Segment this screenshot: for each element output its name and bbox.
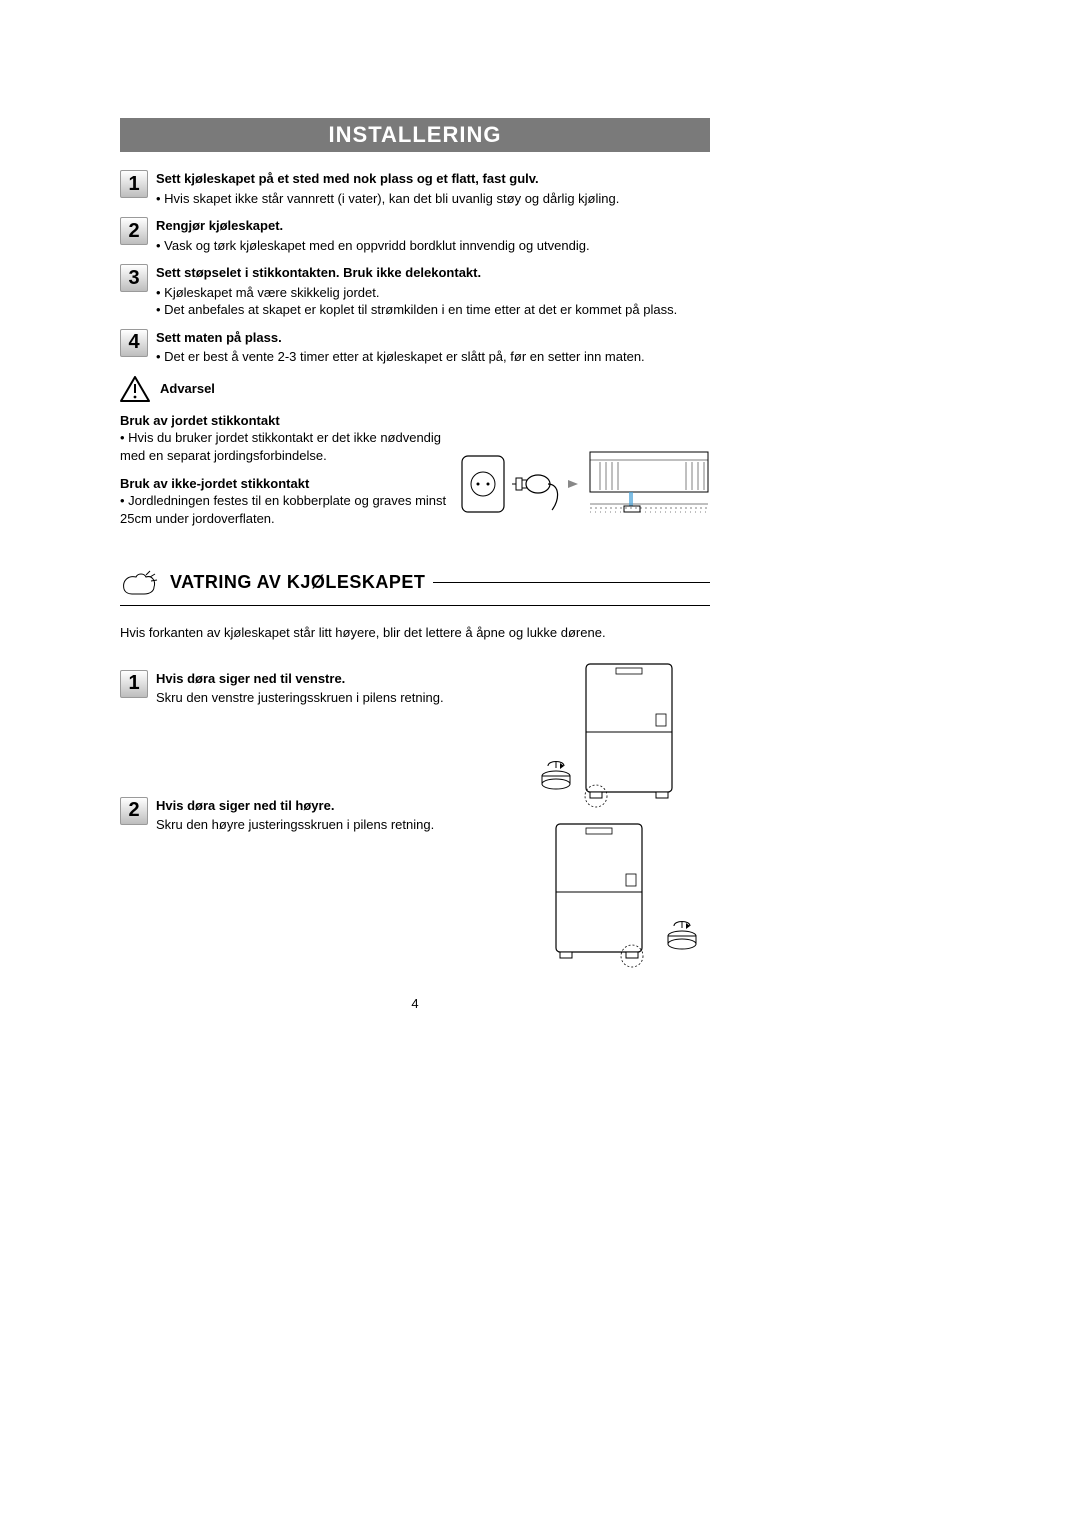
step-body: Sett kjøleskapet på et sted med nok plas… — [156, 170, 710, 207]
step-number-badge: 1 — [120, 170, 148, 198]
section-rule-top — [433, 582, 710, 583]
hand-icon — [120, 567, 160, 597]
fridge-right-illustration — [540, 818, 710, 968]
step-3: 3 Sett støpselet i stikkontakten. Bruk i… — [120, 264, 710, 319]
warning-sub2-title: Bruk av ikke-jordet stikkontakt — [120, 475, 450, 493]
page-number: 4 — [120, 996, 710, 1011]
step-title: Sett støpselet i stikkontakten. Bruk ikk… — [156, 264, 710, 282]
step-bullet: • Vask og tørk kjøleskapet med en oppvri… — [156, 237, 710, 255]
step-number-badge: 4 — [120, 329, 148, 357]
step-body: Sett støpselet i stikkontakten. Bruk ikk… — [156, 264, 710, 319]
title-banner: INSTALLERING — [120, 118, 710, 152]
step-number: 4 — [120, 329, 148, 357]
warning-sub1-title: Bruk av jordet stikkontakt — [120, 412, 450, 430]
warning-row: Advarsel — [120, 376, 710, 402]
step-text: Skru den venstre justeringsskruen i pile… — [156, 689, 480, 707]
step-number: 2 — [120, 797, 148, 825]
warning-sub2: Bruk av ikke-jordet stikkontakt • Jordle… — [120, 475, 450, 528]
step-body: Rengjør kjøleskapet. • Vask og tørk kjøl… — [156, 217, 710, 254]
section2-intro: Hvis forkanten av kjøleskapet står litt … — [120, 624, 710, 642]
step-number: 1 — [120, 670, 148, 698]
title-text: INSTALLERING — [329, 122, 502, 148]
step-text: Skru den høyre justeringsskruen i pilens… — [156, 816, 480, 834]
level-step-1: 1 Hvis døra siger ned til venstre. Skru … — [120, 670, 480, 707]
section2-head: VATRING AV KJØLESKAPET — [120, 567, 710, 597]
section2-title: VATRING AV KJØLESKAPET — [170, 572, 425, 593]
step-bullet: • Det anbefales at skapet er koplet til … — [156, 301, 710, 319]
warning-label: Advarsel — [160, 381, 215, 396]
step-number: 3 — [120, 264, 148, 292]
step-4: 4 Sett maten på plass. • Det er best å v… — [120, 329, 710, 366]
step-title: Sett maten på plass. — [156, 329, 710, 347]
step-title: Hvis døra siger ned til høyre. — [156, 797, 480, 815]
level-step-2: 2 Hvis døra siger ned til høyre. Skru de… — [120, 797, 480, 834]
warning-icon — [120, 376, 150, 402]
step-title: Sett kjøleskapet på et sted med nok plas… — [156, 170, 710, 188]
step-bullet: • Hvis skapet ikke står vannrett (i vate… — [156, 190, 710, 208]
step-number: 2 — [120, 217, 148, 245]
step-title: Hvis døra siger ned til venstre. — [156, 670, 480, 688]
step-number-badge: 1 — [120, 670, 148, 698]
page-content: INSTALLERING 1 Sett kjøleskapet på et st… — [120, 118, 710, 874]
section-rule-bottom — [120, 605, 710, 606]
warning-sub2-body: • Jordledningen festes til en kobberplat… — [120, 492, 450, 527]
plug-illustration — [460, 450, 710, 534]
step-2: 2 Rengjør kjøleskapet. • Vask og tørk kj… — [120, 217, 710, 254]
step-number: 1 — [120, 170, 148, 198]
step-title: Rengjør kjøleskapet. — [156, 217, 710, 235]
step-number-badge: 2 — [120, 217, 148, 245]
warning-sub1: Bruk av jordet stikkontakt • Hvis du bru… — [120, 412, 450, 465]
step-body: Hvis døra siger ned til høyre. Skru den … — [156, 797, 480, 834]
step-1: 1 Sett kjøleskapet på et sted med nok pl… — [120, 170, 710, 207]
step-bullet: • Det er best å vente 2-3 timer etter at… — [156, 348, 710, 366]
warning-sub1-body: • Hvis du bruker jordet stikkontakt er d… — [120, 429, 450, 464]
step-body: Hvis døra siger ned til venstre. Skru de… — [156, 670, 480, 707]
step-body: Sett maten på plass. • Det er best å ven… — [156, 329, 710, 366]
step-bullet: • Kjøleskapet må være skikkelig jordet. — [156, 284, 710, 302]
fridge-left-illustration — [540, 658, 690, 808]
step-number-badge: 2 — [120, 797, 148, 825]
step-number-badge: 3 — [120, 264, 148, 292]
